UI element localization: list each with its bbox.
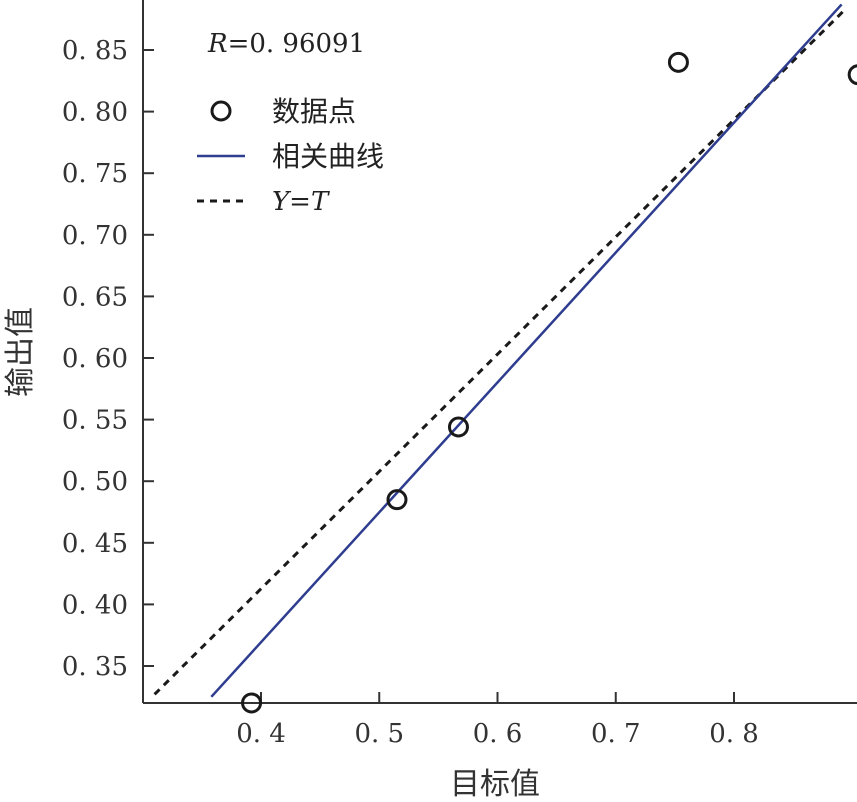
y-tick-label: 0. 60 [62,344,128,374]
x-tick-label: 0. 5 [354,719,404,749]
data-point [386,489,408,511]
x-tick-label: 0. 6 [473,719,523,749]
data-point [847,64,857,86]
legend-scatter-label: 数据点 [272,95,356,128]
legend-identity-y: Y [272,187,292,217]
legend-identity-t: T [311,187,330,217]
legend: 数据点 相关曲线 Y=T [197,95,384,217]
legend-identity-eq: = [289,187,311,217]
y-tick-label: 0. 65 [62,282,128,312]
y-tick-label: 0. 40 [62,590,128,620]
y-ticks: 0. 35 0. 40 0. 45 0. 50 0. 55 0. 60 0. 65 0. 70… [62,36,154,682]
r-annotation: R=0. 96091 [207,29,365,59]
data-point [667,51,689,73]
legend-fit-line-label: 相关曲线 [272,140,384,173]
y-tick-label: 0. 35 [62,652,128,682]
x-tick-label: 0. 7 [591,719,641,749]
r-annotation-letter: R [207,29,228,59]
x-ticks: 0. 4 0. 5 0. 6 0. 7 0. 8 [236,692,759,749]
data-points [241,51,857,714]
y-tick-label: 0. 70 [62,221,128,251]
identity-line [153,9,846,696]
x-tick-label: 0. 4 [236,719,286,749]
y-tick-label: 0. 50 [62,467,128,497]
y-tick-label: 0. 80 [62,98,128,128]
x-axis-title: 目标值 [450,767,540,802]
fit-line [210,3,843,698]
data-point [447,416,469,438]
data-point [241,692,263,714]
y-tick-label: 0. 45 [62,529,128,559]
plot-area [153,3,846,698]
y-tick-label: 0. 85 [62,36,128,66]
y-tick-label: 0. 75 [62,159,128,189]
y-tick-label: 0. 55 [62,406,128,436]
legend-identity-label: Y=T [272,187,330,217]
y-axis-title: 输出值 [3,307,38,397]
r-annotation-value: =0. 96091 [228,29,366,59]
legend-scatter-marker [210,100,232,122]
x-tick-label: 0. 8 [709,719,759,749]
